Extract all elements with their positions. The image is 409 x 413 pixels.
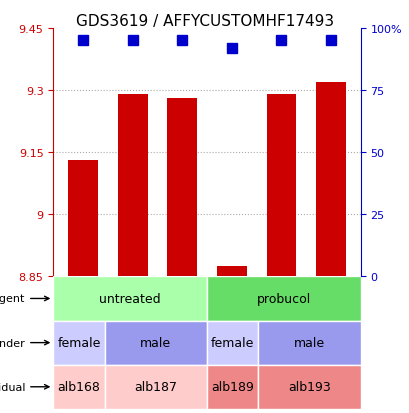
Text: alb187: alb187 (134, 380, 177, 393)
FancyBboxPatch shape (207, 277, 360, 321)
Text: gender: gender (0, 338, 49, 348)
FancyBboxPatch shape (53, 277, 207, 321)
Text: alb193: alb193 (288, 380, 330, 393)
Text: male: male (293, 336, 324, 349)
Text: agent: agent (0, 294, 49, 304)
FancyBboxPatch shape (53, 365, 104, 409)
Text: female: female (211, 336, 254, 349)
Text: female: female (57, 336, 100, 349)
FancyBboxPatch shape (258, 321, 360, 365)
Bar (117, 95, 147, 277)
FancyBboxPatch shape (53, 321, 104, 365)
Text: probucol: probucol (256, 292, 310, 305)
Bar (315, 83, 345, 277)
Text: untreated: untreated (99, 292, 161, 305)
Text: individual: individual (0, 382, 49, 392)
Bar (68, 161, 98, 277)
FancyBboxPatch shape (207, 321, 258, 365)
Bar (266, 95, 296, 277)
FancyBboxPatch shape (207, 365, 258, 409)
Bar (216, 266, 246, 277)
FancyBboxPatch shape (104, 321, 207, 365)
FancyBboxPatch shape (104, 365, 207, 409)
Text: male: male (140, 336, 171, 349)
Bar (167, 99, 197, 277)
Text: alb189: alb189 (211, 380, 254, 393)
FancyBboxPatch shape (258, 365, 360, 409)
Text: GDS3619 / AFFYCUSTOMHF17493: GDS3619 / AFFYCUSTOMHF17493 (76, 14, 333, 29)
Text: alb168: alb168 (57, 380, 100, 393)
